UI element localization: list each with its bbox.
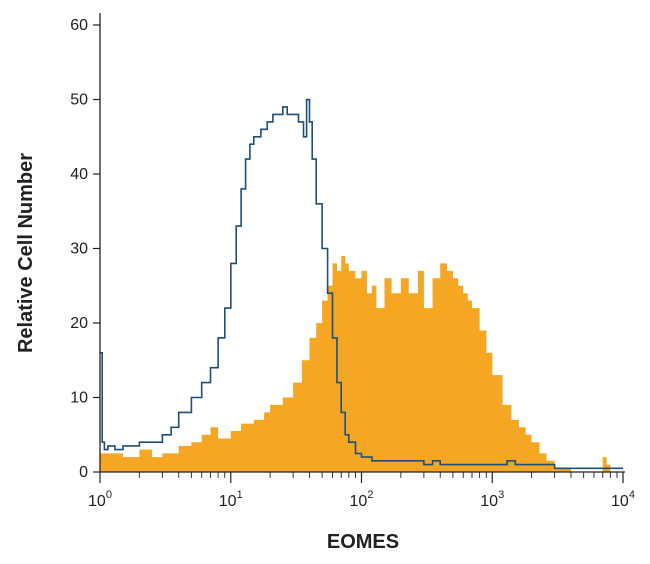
y-tick-label: 50 bbox=[70, 92, 88, 109]
x-axis-title: EOMES bbox=[327, 531, 399, 553]
y-tick-label: 20 bbox=[70, 315, 88, 332]
y-tick-label: 40 bbox=[70, 166, 88, 183]
y-tick-label: 0 bbox=[79, 464, 88, 481]
histogram-filled-series bbox=[100, 255, 611, 472]
y-axis: 0 10 20 30 40 50 60 bbox=[70, 13, 101, 481]
x-axis: 100 101 102 103 104 bbox=[88, 471, 635, 510]
x-tick-label: 103 bbox=[480, 489, 504, 510]
plot-area bbox=[100, 98, 623, 472]
histogram-outline-series bbox=[100, 98, 623, 470]
y-axis-title: Relative Cell Number bbox=[15, 153, 37, 353]
y-tick-label: 60 bbox=[70, 17, 88, 34]
y-tick-label: 10 bbox=[70, 390, 88, 407]
y-tick-label: 30 bbox=[70, 241, 88, 258]
x-tick-label: 101 bbox=[219, 489, 243, 510]
x-tick-label: 102 bbox=[350, 489, 374, 510]
x-tick-label: 100 bbox=[88, 489, 112, 510]
x-tick-label: 104 bbox=[611, 489, 635, 510]
